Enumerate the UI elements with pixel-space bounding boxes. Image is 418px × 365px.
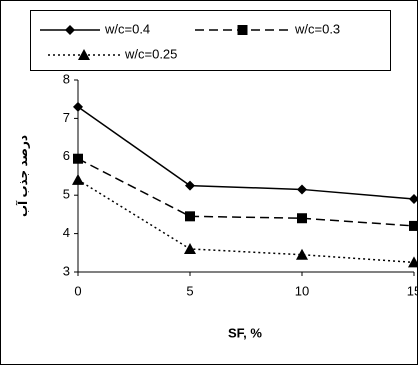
series-line	[77, 106, 415, 200]
y-tick-label: 5	[63, 187, 70, 202]
marker-triangle	[72, 173, 84, 185]
x-tick-label: 10	[295, 283, 309, 298]
marker-square	[409, 220, 418, 231]
marker-triangle	[408, 256, 418, 268]
x-tick-label: 15	[407, 283, 418, 298]
x-tick-label: 5	[186, 283, 193, 298]
y-axis-label: درصد جذب آب	[15, 135, 30, 217]
y-tick-label: 4	[63, 225, 70, 240]
legend-label: w/c=0.4	[104, 21, 150, 36]
marker-diamond	[73, 101, 83, 112]
legend-marker	[78, 49, 90, 60]
legend-label: w/c=0.3	[294, 21, 340, 36]
legend-label: w/c=0.25	[124, 46, 177, 61]
y-tick-label: 6	[63, 148, 70, 163]
x-tick-label: 0	[74, 283, 81, 298]
series-line	[77, 179, 415, 264]
marker-triangle	[296, 248, 308, 260]
legend-marker	[65, 25, 75, 35]
y-tick-label: 8	[63, 71, 70, 86]
marker-diamond	[409, 194, 418, 205]
legend-marker	[237, 25, 248, 35]
y-tick-label: 7	[63, 110, 70, 125]
legend-box	[30, 10, 391, 71]
marker-diamond	[185, 180, 195, 191]
marker-triangle	[184, 242, 196, 254]
marker-diamond	[297, 184, 307, 195]
marker-square	[297, 213, 307, 224]
x-axis-label: SF, %	[228, 325, 262, 340]
y-tick-label: 3	[63, 263, 70, 278]
marker-square	[185, 211, 195, 222]
series-line	[77, 158, 415, 227]
marker-square	[73, 153, 83, 164]
